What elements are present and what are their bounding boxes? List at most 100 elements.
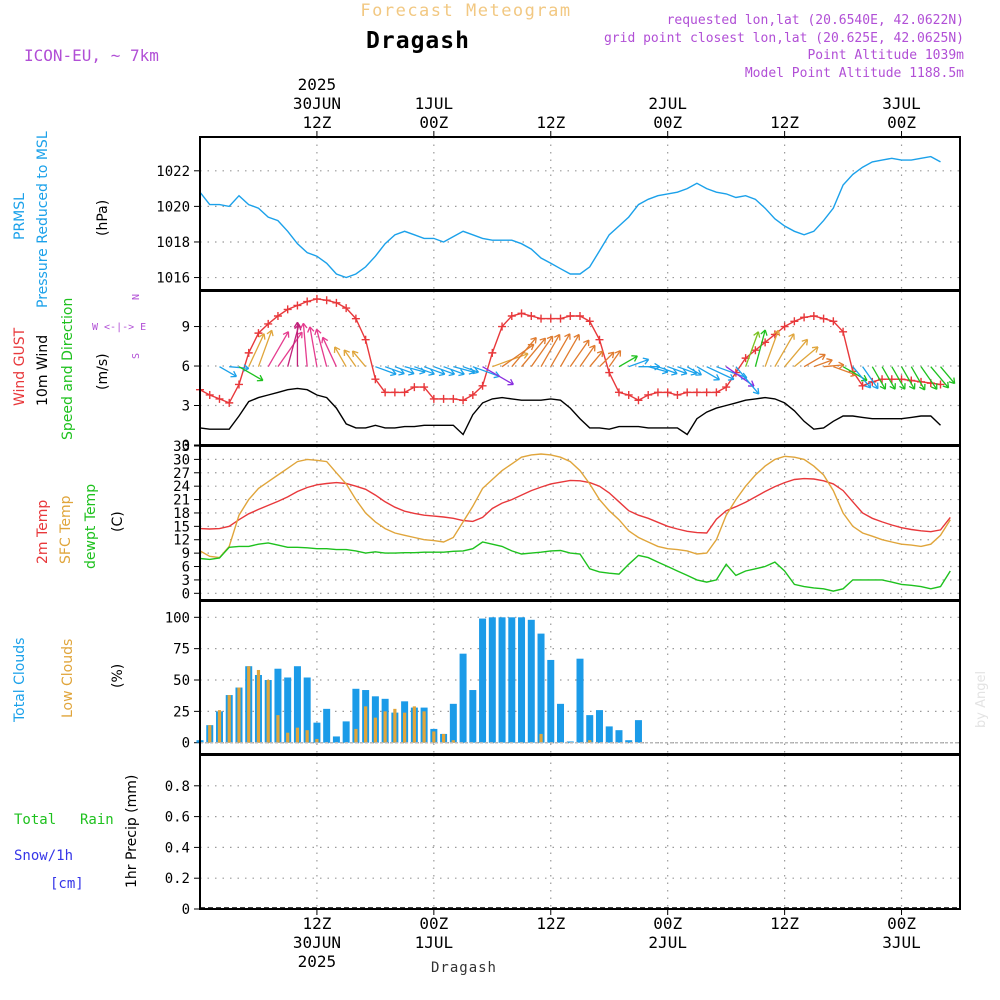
panel-border bbox=[199, 754, 961, 910]
gust-marker bbox=[936, 380, 945, 389]
total-cloud-bar bbox=[527, 619, 535, 743]
wind-arrow-head bbox=[773, 329, 781, 337]
wind-arrow-head bbox=[530, 336, 537, 344]
y-tick-label: 0 bbox=[182, 902, 190, 918]
wind-arrow-shaft bbox=[334, 346, 347, 368]
total-cloud-bar bbox=[313, 722, 321, 743]
footer-location: Dragash bbox=[431, 960, 497, 976]
wind-arrow-shaft bbox=[492, 353, 529, 368]
y-tick-label: 0.2 bbox=[165, 871, 190, 887]
gust-marker bbox=[234, 380, 243, 389]
series-line-0 bbox=[199, 477, 951, 534]
wind-arrow-shaft bbox=[706, 366, 735, 380]
total-cloud-bar bbox=[576, 658, 584, 743]
gust-marker bbox=[683, 388, 692, 397]
wind-arrow-head bbox=[438, 369, 446, 377]
wind-arrow-head bbox=[266, 329, 274, 337]
gust-marker bbox=[283, 305, 292, 314]
gust-marker bbox=[605, 368, 614, 377]
wind-arrow-shaft bbox=[343, 349, 357, 368]
wind-direction-arrows bbox=[219, 321, 956, 395]
total-cloud-bar bbox=[449, 703, 457, 743]
panel-border bbox=[199, 445, 961, 601]
point-altitude: Point Altitude 1039m bbox=[807, 48, 964, 63]
gust-marker bbox=[624, 390, 633, 399]
y-tick-label: 1016 bbox=[156, 271, 190, 287]
gust-marker bbox=[800, 313, 809, 322]
wind-arrow-shaft bbox=[667, 366, 688, 375]
y-tick-label: 24 bbox=[173, 479, 190, 495]
wind-arrow-head bbox=[788, 333, 795, 340]
bottom-time-tick-label: 00Z bbox=[419, 914, 448, 933]
gust-marker bbox=[244, 348, 253, 357]
wind-arrow-shaft bbox=[404, 366, 426, 373]
series-line-2 bbox=[199, 541, 951, 592]
gust-marker bbox=[488, 348, 497, 357]
y-tick-label: 0.4 bbox=[165, 840, 190, 856]
wind-arrow-head bbox=[642, 357, 650, 365]
low-cloud-bar bbox=[354, 728, 358, 743]
temp-dewpt-label: dewpt Temp bbox=[83, 484, 99, 569]
total-cloud-bar bbox=[586, 715, 594, 743]
wind-arrow-shaft bbox=[375, 366, 397, 375]
wind-arrow-head bbox=[458, 369, 465, 377]
total-cloud-bar bbox=[303, 677, 311, 743]
wind-arrow-shaft bbox=[501, 343, 535, 368]
wind-arrow-head bbox=[801, 338, 809, 346]
wind-arrow-shaft bbox=[608, 350, 622, 368]
wind-arrow-head bbox=[713, 374, 721, 381]
wind-arrow-shaft bbox=[900, 366, 916, 390]
gust-marker bbox=[537, 314, 546, 323]
y-tick-label: 21 bbox=[173, 493, 190, 509]
wind-arrow-head bbox=[573, 333, 581, 341]
gust-marker bbox=[205, 390, 214, 399]
gust-marker bbox=[614, 388, 623, 397]
wind-arrow-shaft bbox=[813, 359, 833, 368]
gust-marker bbox=[264, 319, 273, 328]
wind-arrow-shaft bbox=[423, 366, 445, 375]
low-cloud-bar bbox=[256, 669, 261, 743]
wind-arrow-shaft bbox=[735, 366, 760, 395]
wind-arrow-head bbox=[589, 344, 596, 352]
gust-marker bbox=[478, 381, 487, 390]
low-cloud-bar bbox=[432, 731, 436, 743]
total-cloud-bar bbox=[293, 666, 301, 743]
total-cloud-bar bbox=[634, 720, 642, 743]
wind-arrow-shaft bbox=[550, 333, 571, 368]
wind-arrow-shaft bbox=[309, 326, 318, 367]
temp-sfc-label: SFC Temp bbox=[58, 495, 74, 564]
wind-arrow-head bbox=[351, 350, 359, 358]
temp-2m-label: 2m Temp bbox=[35, 500, 51, 564]
wind-arrow-head bbox=[614, 350, 622, 357]
gust-marker bbox=[829, 317, 838, 326]
gust-marker bbox=[839, 327, 848, 336]
y-tick-label: 0 bbox=[182, 438, 190, 454]
total-cloud-bar bbox=[615, 730, 623, 743]
precip-cm-label: [cm] bbox=[50, 876, 84, 892]
top-time-tick-label: 00Z bbox=[887, 113, 916, 132]
wind-arrow-shaft bbox=[910, 366, 926, 391]
gust-marker bbox=[225, 398, 234, 407]
gust-marker bbox=[517, 309, 526, 318]
meteogram-title: Forecast Meteogram bbox=[360, 1, 571, 21]
wind-arrow-shaft bbox=[764, 330, 780, 367]
top-time-tick-label: 2JUL bbox=[648, 94, 687, 113]
y-tick-label: 0.6 bbox=[165, 810, 190, 826]
precip-rain-label: Rain bbox=[80, 812, 114, 828]
location-title: Dragash bbox=[366, 28, 470, 54]
gust-marker bbox=[585, 317, 594, 326]
total-cloud-bar bbox=[284, 677, 292, 743]
low-cloud-bar bbox=[539, 733, 543, 743]
gust-marker bbox=[780, 322, 789, 331]
wind-arrow-head bbox=[680, 368, 688, 376]
y-tick-label: 9 bbox=[182, 546, 190, 562]
series-line-1 bbox=[199, 453, 951, 559]
wind-arrow-head bbox=[448, 369, 456, 377]
low-cloud-bar bbox=[305, 730, 309, 743]
bottom-time-tick-label: 12Z bbox=[536, 914, 565, 933]
wind-arrow-shaft bbox=[352, 350, 367, 368]
total-cloud-bar bbox=[595, 710, 603, 743]
y-tick-label: 1022 bbox=[156, 164, 190, 180]
top-time-tick-label: 12Z bbox=[536, 113, 565, 132]
gust-marker bbox=[644, 390, 653, 399]
